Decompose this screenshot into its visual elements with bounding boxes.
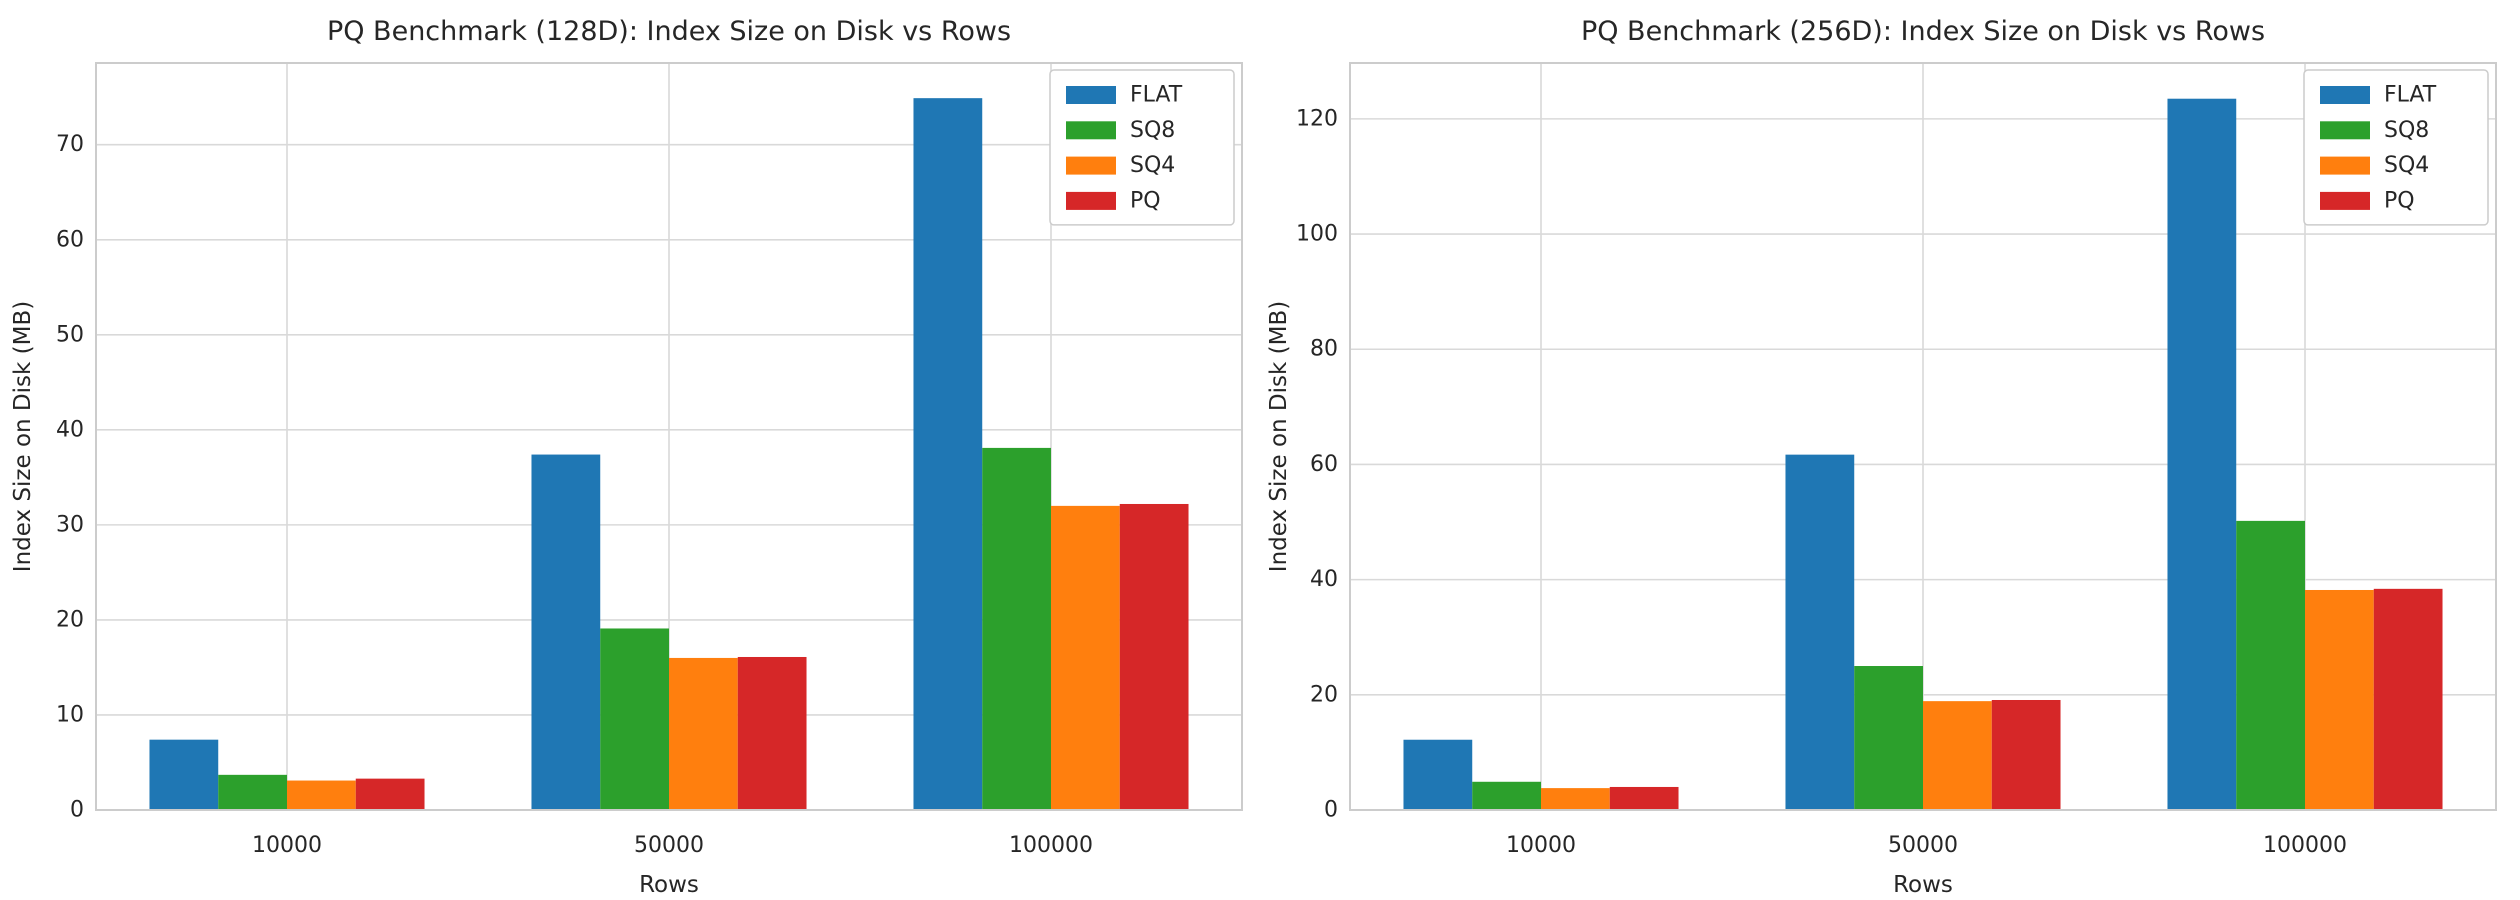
- bar-sq8-100000: [2236, 520, 2305, 810]
- y-tick-label: 0: [70, 798, 84, 823]
- y-tick-label: 50: [56, 322, 84, 347]
- bar-sq8-50000: [600, 628, 669, 810]
- x-tick-label: 50000: [634, 833, 704, 858]
- legend-swatch-sq8: [2320, 121, 2370, 140]
- bar-sq8-10000: [1472, 781, 1541, 810]
- bar-pq-10000: [1609, 786, 1679, 810]
- y-tick-label: 10: [56, 702, 84, 727]
- plot-border: [1349, 62, 2497, 811]
- legend-swatch-sq4: [1066, 156, 1116, 175]
- legend-label-pq: PQ: [2384, 188, 2415, 213]
- x-tick-label: 10000: [1506, 833, 1576, 858]
- bar-pq-100000: [2373, 588, 2443, 810]
- legend-label-sq8: SQ8: [2384, 118, 2429, 143]
- y-tick-label: 70: [56, 132, 84, 157]
- y-tick-label: 30: [56, 512, 84, 537]
- bar-flat-100000: [913, 98, 983, 810]
- y-tick-label: 120: [1296, 106, 1338, 131]
- bar-pq-10000: [355, 778, 425, 810]
- bar-sq4-10000: [287, 780, 356, 810]
- legend-label-sq4: SQ4: [2384, 153, 2429, 178]
- x-axis-label: Rows: [1893, 872, 1953, 898]
- legend-swatch-flat: [1066, 86, 1116, 104]
- x-tick-label: 100000: [1009, 833, 1093, 858]
- y-tick-label: 80: [1310, 337, 1338, 362]
- chart-128d: PQ Benchmark (128D): Index Size on Disk …: [10, 16, 1243, 898]
- legend-label-sq8: SQ8: [1130, 118, 1175, 143]
- y-tick-label: 20: [1310, 682, 1338, 707]
- y-axis-label: Index Size on Disk (MB): [10, 301, 36, 572]
- legend-box: [1049, 69, 1235, 226]
- legend-swatch-pq: [1066, 191, 1116, 210]
- x-tick-label: 10000: [252, 833, 322, 858]
- bar-sq8-100000: [982, 447, 1051, 810]
- bar-sq8-10000: [218, 774, 287, 810]
- y-tick-label: 20: [56, 607, 84, 632]
- bar-pq-50000: [1991, 699, 2061, 810]
- x-tick-label: 100000: [2263, 833, 2347, 858]
- y-tick-label: 60: [1310, 452, 1338, 477]
- bar-flat-10000: [149, 739, 219, 810]
- legend-label-flat: FLAT: [2384, 83, 2437, 108]
- chart-256d-plot: PQ Benchmark (256D): Index Size on Disk …: [1266, 16, 2497, 898]
- y-axis-label: Index Size on Disk (MB): [1266, 301, 1292, 572]
- legend-swatch-sq8: [1066, 121, 1116, 140]
- legend-label-flat: FLAT: [1130, 83, 1183, 108]
- y-tick-label: 60: [56, 227, 84, 252]
- legend-swatch-flat: [2320, 86, 2370, 104]
- bar-flat-50000: [531, 454, 601, 810]
- y-tick-label: 40: [1310, 567, 1338, 592]
- legend-label-sq4: SQ4: [1130, 153, 1175, 178]
- chart-title: PQ Benchmark (128D): Index Size on Disk …: [327, 16, 1011, 47]
- plot-border: [95, 62, 1243, 811]
- bar-flat-50000: [1785, 454, 1855, 810]
- chart-128d-plot: PQ Benchmark (128D): Index Size on Disk …: [10, 16, 1243, 898]
- legend-label-pq: PQ: [1130, 188, 1161, 213]
- legend-box: [2303, 69, 2489, 226]
- bar-sq4-50000: [1923, 701, 1992, 810]
- chart-title: PQ Benchmark (256D): Index Size on Disk …: [1581, 16, 2265, 47]
- bar-sq4-100000: [2305, 589, 2374, 810]
- legend-swatch-pq: [2320, 191, 2370, 210]
- bar-pq-50000: [737, 656, 807, 810]
- bar-sq4-10000: [1541, 788, 1610, 810]
- x-tick-label: 50000: [1888, 833, 1958, 858]
- legend-swatch-sq4: [2320, 156, 2370, 175]
- bar-flat-100000: [2167, 98, 2237, 810]
- bar-sq4-50000: [669, 657, 738, 810]
- x-axis-label: Rows: [639, 872, 699, 898]
- y-tick-label: 100: [1296, 222, 1338, 247]
- chart-256d: PQ Benchmark (256D): Index Size on Disk …: [1260, 0, 2520, 900]
- bar-sq8-50000: [1854, 666, 1923, 810]
- y-tick-label: 40: [56, 417, 84, 442]
- bar-sq4-100000: [1051, 505, 1120, 810]
- bar-pq-100000: [1119, 503, 1189, 810]
- bar-flat-10000: [1403, 739, 1473, 810]
- y-tick-label: 0: [1324, 798, 1338, 823]
